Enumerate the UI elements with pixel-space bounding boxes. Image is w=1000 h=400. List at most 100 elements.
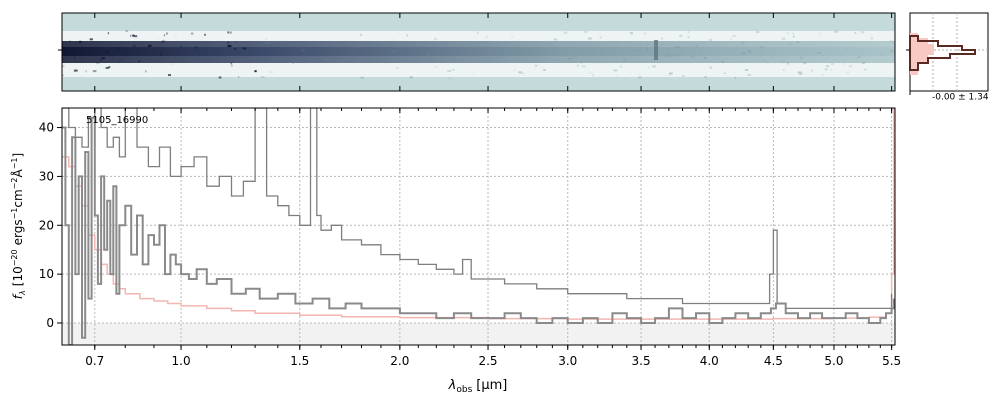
x-tick-label: 1.0 (172, 354, 191, 368)
spectrum-2d-pixel (619, 65, 623, 68)
spectrum-2d-pixel (304, 61, 306, 64)
spectrum-2d-pixel (218, 76, 222, 79)
spectrum-2d-pixel (433, 43, 436, 46)
spectrum-2d-pixel (597, 43, 602, 46)
spectrum-2d-pixel (568, 57, 572, 60)
x-tick-label: 5.5 (882, 354, 901, 368)
spectrum-2d-pixel (105, 66, 109, 69)
x-tick-label: 3.5 (632, 354, 651, 368)
spectrum-2d-pixel (759, 46, 764, 49)
spectrum-2d-pixel (577, 64, 579, 67)
spectrum-2d-pixel (665, 73, 667, 76)
spectrum-2d-pixel (392, 49, 394, 52)
spectrum-2d-pixel (810, 69, 813, 72)
spectrum-2d-pixel (734, 76, 737, 79)
spectrum-2d-pixel (889, 39, 893, 42)
spectrum-2d-pixel (418, 44, 423, 47)
spectrum-2d-pixel (129, 35, 130, 37)
spectrum-2d-pixel (664, 56, 667, 59)
spectrum-2d-pixel (704, 75, 708, 78)
spectrum-2d-pixel (339, 60, 344, 63)
x-tick-label: 4.0 (700, 354, 719, 368)
spectrum-2d-pixel (782, 69, 785, 72)
spectrum-2d-pixel (789, 42, 793, 45)
spectrum-2d-pixel (360, 33, 363, 36)
spectrum-2d-pixel (136, 49, 138, 52)
spectrum-2d-pixel (679, 53, 683, 56)
spectrum-2d-pixel (682, 75, 685, 78)
spectrum-2d-pixel (638, 59, 640, 62)
spectrum-2d-pixel (163, 34, 165, 37)
spectrum-2d-pixel (667, 54, 671, 57)
spectrum-2d-line-feature (654, 40, 658, 60)
spectrum-2d-pixel (798, 72, 803, 75)
spectrum-2d-pixel (708, 38, 713, 41)
y-tick-label: 0 (46, 316, 54, 330)
spectrum-2d-pixel (227, 41, 230, 44)
y-tick-label: 30 (39, 169, 54, 183)
spectrum-2d-pixel (85, 70, 87, 73)
spectrum-2d-pixel (639, 73, 641, 76)
spectrum-2d-pixel (434, 37, 438, 40)
spectrum-2d-pixel (786, 62, 790, 65)
spectrum-2d-pixel (409, 76, 413, 79)
spectrum-2d-pixel (796, 41, 799, 44)
spectrum-2d-pixel (592, 74, 594, 77)
spectrum-2d-pixel (857, 32, 859, 35)
spectrum-2d-pixel (546, 76, 548, 78)
spectrum-2d-pixel (518, 71, 523, 74)
spectrum-2d-pixel (529, 54, 532, 57)
spectrum-2d-pixel (510, 36, 514, 39)
spectrum-2d-pixel (357, 46, 359, 49)
spectrum-2d-pixel (390, 59, 395, 62)
y-axis: 0 10 20 30 40 (39, 121, 62, 330)
spectrum-2d-pixel (674, 54, 677, 57)
spectrum-2d-pixel (117, 60, 120, 63)
histogram-fill (910, 33, 934, 75)
spectrum-2d-pixel (476, 31, 479, 34)
spectrum-2d-pixel (834, 30, 839, 33)
spectrum-2d-pixel (792, 35, 795, 38)
spectrum-2d-pixel (89, 38, 93, 41)
spectrum-2d-pixel (870, 37, 874, 40)
x-axis: 0.7 1.0 1.5 2.0 2.5 3.0 3.5 4.0 4.5 5.0 5.5 (85, 108, 901, 368)
spectrum-2d-pixel (611, 50, 613, 53)
x-axis-label: λobs [μm] (448, 378, 508, 395)
spectrum-1d-panel: 0.7 1.0 1.5 2.0 2.5 3.0 3.5 4.0 4.5 5.0 5.5 0 10 20 3… (39, 107, 901, 368)
spectrum-2d-pixel (230, 62, 233, 65)
spectrum-2d-pixel (513, 69, 516, 72)
spectrum-2d-pixel (451, 68, 455, 71)
plot-frame (61, 107, 896, 346)
spectrum-2d-pixel (406, 34, 409, 37)
spectrum-2d-pixel (132, 44, 136, 47)
spectrum-2d-pixel (744, 69, 749, 72)
spectrum-2d-pixel (600, 50, 604, 53)
spectrum-2d-pixel (637, 76, 642, 79)
spectrum-2d-pixel (108, 66, 111, 69)
spectrum-2d-pixel (156, 38, 159, 41)
spectrum-2d-pixel (849, 65, 852, 68)
spectrum-2d-pixel (792, 32, 795, 35)
spectrum-2d-pixel (174, 35, 178, 38)
spectrum-2d-pixel (703, 56, 707, 59)
spectrum-2d-pixel (860, 31, 865, 34)
negative-region (62, 323, 895, 345)
spectrum-2d-pixel (485, 35, 488, 38)
spectrum-2d-pixel (615, 74, 619, 77)
spectrum-2d-pixel (274, 59, 277, 62)
spectrum-2d-pixel (679, 34, 683, 37)
spectrum-2d-pixel (797, 71, 802, 74)
spectrum-2d-pixel (863, 68, 867, 71)
spectrum-2d-pixel (833, 30, 838, 33)
spectrum-2d-pixel (326, 43, 328, 46)
model-line (62, 108, 893, 310)
spectrum-2d-pixel (699, 50, 701, 53)
spectrum-2d-pixel (721, 60, 725, 63)
spectrum-2d-pixel (803, 62, 807, 65)
spectrum-2d-pixel (534, 61, 539, 64)
spectrum-2d-pixel (799, 56, 802, 59)
spectrum-2d-pixel (525, 53, 529, 55)
spectrum-2d-pixel (676, 45, 680, 48)
spectrum-2d-pixel (462, 51, 466, 54)
spectrum-2d-pixel (629, 71, 631, 74)
